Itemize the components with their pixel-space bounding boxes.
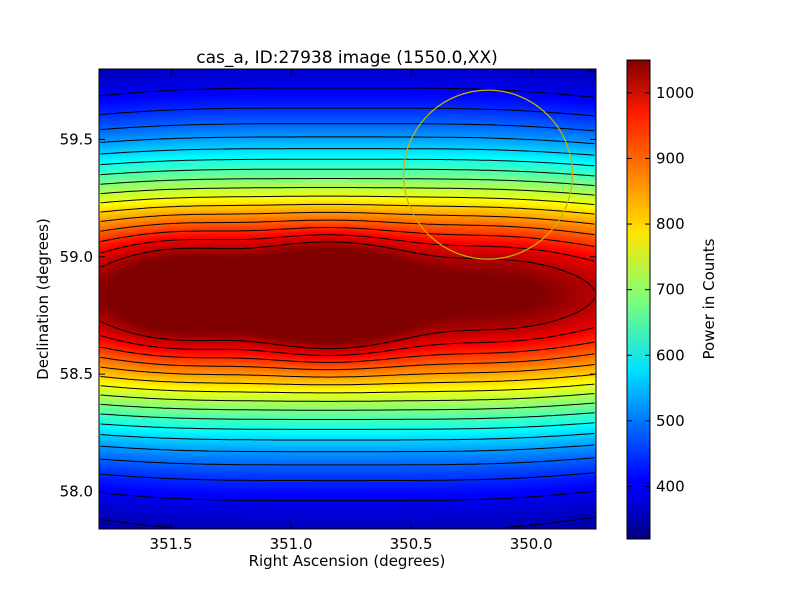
colorbar-ticks: 400 500 600 700 800 900 1000 [627,84,694,496]
x-tick-label: 351.5 [150,535,193,553]
colorbar-tick-label: 1000 [656,84,694,102]
contour-line [100,227,595,363]
x-tick-label: 351.0 [270,535,313,553]
colorbar-tick-label: 500 [656,412,685,430]
contour-line [100,203,595,386]
colorbar-tick-label: 400 [656,478,685,496]
colorbar-tick-label: 800 [656,215,685,233]
contour-line [100,136,595,453]
y-axis-ticks: 58.0 58.5 59.0 59.5 [60,130,596,500]
x-axis-ticks: 351.5 351.0 350.5 350.0 [150,69,553,553]
contour-line [100,178,595,411]
contour-line [100,168,595,420]
contour-line [100,87,595,502]
colorbar-tick-label: 600 [656,346,685,364]
y-tick-label: 58.0 [60,482,93,500]
colorbar-tick-label: 700 [656,281,685,299]
contour-line [100,195,595,394]
beam-circle [402,89,574,260]
contour-line [100,158,595,430]
contour-line [100,107,595,482]
colorbar-tick-label: 900 [656,149,685,167]
y-tick-label: 59.5 [60,130,93,148]
contour-lines [100,70,595,528]
contour-line [100,211,595,378]
contour-line [100,234,595,356]
contour-line [100,123,595,466]
colorbar [626,59,651,540]
colorbar-label: Power in Counts [700,238,718,359]
contour-line [100,187,595,402]
contour-line [100,148,595,441]
contour-line [100,70,595,528]
heatmap-image [99,69,596,529]
y-tick-label: 59.0 [60,248,93,266]
x-tick-label: 350.5 [390,535,433,553]
plot-frame [98,68,597,530]
chart-title: cas_a, ID:27938 image (1550.0,XX) [196,48,497,68]
contour-line [100,219,595,371]
y-tick-label: 58.5 [60,365,93,383]
contour-line [100,241,595,350]
y-axis-label: Declination (degrees) [34,218,52,380]
x-tick-label: 350.0 [510,535,553,553]
x-axis-label: Right Ascension (degrees) [249,552,446,570]
